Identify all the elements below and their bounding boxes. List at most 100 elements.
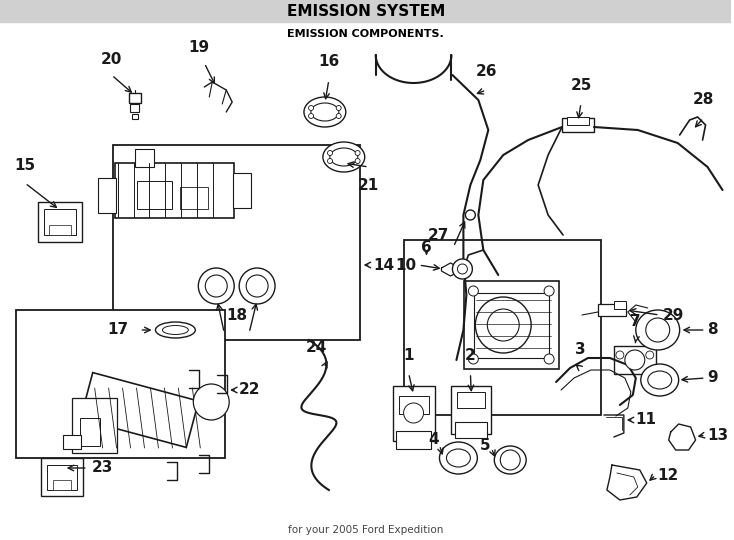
Circle shape — [355, 151, 360, 156]
Bar — [134, 149, 154, 167]
Circle shape — [198, 268, 234, 304]
Bar — [130, 104, 139, 112]
Bar — [567, 117, 589, 125]
Circle shape — [327, 159, 333, 164]
Bar — [614, 346, 655, 374]
Bar — [131, 113, 137, 118]
Circle shape — [193, 384, 229, 420]
Circle shape — [468, 354, 479, 364]
Bar — [0, 0, 732, 22]
Bar — [38, 202, 81, 242]
Ellipse shape — [440, 442, 477, 474]
Circle shape — [616, 351, 624, 359]
Bar — [98, 178, 115, 213]
Text: 6: 6 — [421, 240, 432, 255]
Circle shape — [206, 275, 228, 297]
Bar — [128, 93, 140, 103]
Circle shape — [457, 264, 468, 274]
Bar — [598, 304, 626, 316]
Text: 19: 19 — [189, 40, 210, 56]
Ellipse shape — [311, 103, 339, 121]
Text: 27: 27 — [428, 227, 449, 242]
Bar — [112, 145, 360, 340]
Text: 17: 17 — [107, 322, 128, 338]
Text: for your 2005 Ford Expedition: for your 2005 Ford Expedition — [288, 525, 443, 535]
Text: 22: 22 — [239, 382, 261, 397]
Bar — [72, 397, 117, 453]
Circle shape — [544, 354, 554, 364]
Text: 9: 9 — [708, 370, 718, 386]
Bar — [49, 225, 70, 235]
Circle shape — [544, 286, 554, 296]
Bar — [81, 373, 199, 448]
Text: EMISSION COMPONENTS.: EMISSION COMPONENTS. — [288, 29, 444, 39]
Bar — [396, 431, 431, 449]
Bar — [41, 458, 83, 496]
Circle shape — [246, 275, 268, 297]
Text: 2: 2 — [465, 348, 476, 362]
Circle shape — [327, 151, 333, 156]
Bar — [53, 480, 70, 490]
Circle shape — [404, 403, 424, 423]
Ellipse shape — [641, 364, 679, 396]
Bar — [233, 172, 251, 207]
Text: 5: 5 — [480, 438, 490, 454]
Text: 12: 12 — [658, 468, 679, 483]
Text: 1: 1 — [404, 348, 414, 362]
Bar — [455, 422, 487, 438]
Text: 7: 7 — [631, 314, 641, 329]
Circle shape — [476, 297, 531, 353]
Bar — [16, 310, 225, 458]
Bar — [457, 392, 485, 408]
Circle shape — [487, 309, 519, 341]
Ellipse shape — [648, 371, 672, 389]
Circle shape — [646, 318, 669, 342]
Circle shape — [465, 210, 476, 220]
Bar — [464, 281, 559, 369]
Text: 14: 14 — [374, 258, 395, 273]
Text: 13: 13 — [708, 428, 729, 442]
Ellipse shape — [330, 148, 357, 166]
Bar — [115, 163, 234, 218]
Bar — [137, 181, 172, 209]
Text: EMISSION SYSTEM: EMISSION SYSTEM — [286, 3, 445, 18]
Ellipse shape — [323, 142, 365, 172]
Ellipse shape — [494, 446, 526, 474]
Circle shape — [468, 286, 479, 296]
Circle shape — [452, 259, 473, 279]
Text: 28: 28 — [693, 92, 714, 107]
Bar — [80, 418, 100, 446]
Text: 18: 18 — [227, 307, 248, 322]
Ellipse shape — [636, 310, 680, 350]
Text: 26: 26 — [476, 64, 497, 79]
Circle shape — [501, 450, 520, 470]
Circle shape — [336, 105, 341, 111]
Text: 24: 24 — [306, 341, 327, 355]
Text: 23: 23 — [92, 461, 113, 476]
Ellipse shape — [162, 326, 189, 334]
Bar — [474, 293, 548, 357]
Ellipse shape — [304, 97, 346, 127]
Text: 25: 25 — [570, 78, 592, 92]
Circle shape — [239, 268, 275, 304]
Text: 29: 29 — [663, 307, 684, 322]
Bar — [44, 209, 76, 235]
Bar — [399, 396, 429, 414]
Ellipse shape — [156, 322, 195, 338]
Text: 10: 10 — [396, 258, 417, 273]
Bar — [451, 386, 491, 434]
Text: 4: 4 — [428, 433, 438, 448]
Text: 20: 20 — [101, 52, 123, 68]
Bar — [614, 301, 626, 309]
Text: 16: 16 — [319, 55, 340, 70]
Text: 3: 3 — [575, 342, 585, 357]
Circle shape — [355, 159, 360, 164]
Bar — [404, 240, 601, 415]
Text: 8: 8 — [708, 322, 718, 338]
Text: 21: 21 — [358, 178, 379, 192]
Text: 11: 11 — [636, 413, 657, 428]
Text: 15: 15 — [15, 158, 35, 172]
Bar — [393, 386, 435, 441]
Circle shape — [646, 351, 654, 359]
Bar — [47, 464, 77, 489]
